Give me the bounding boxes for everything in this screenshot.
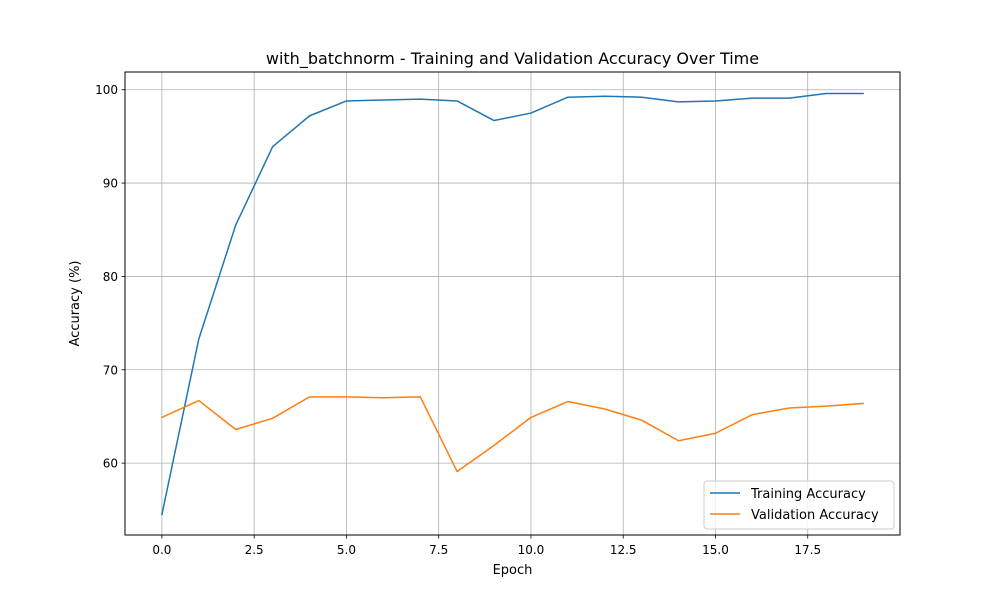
x-tick-label: 10.0 — [518, 543, 545, 557]
plot-area-frame — [124, 71, 901, 536]
series-lines — [160, 92, 864, 516]
y-tick-label: 80 — [103, 270, 118, 284]
y-tick-label: 100 — [95, 83, 118, 97]
x-tick-label: 0.0 — [152, 543, 171, 557]
x-tick-label: 17.5 — [794, 543, 821, 557]
x-axis-label: Epoch — [493, 563, 533, 578]
grid — [125, 72, 900, 535]
legend-box — [703, 480, 895, 530]
series-line-validation — [160, 396, 864, 473]
y-axis-label: Accuracy (%) — [68, 261, 83, 347]
axis-ticks: 0.0 2.5 5.0 7.5 10.0 12.5 15.0 17.5 60 70 80 90 100 — [95, 83, 821, 557]
legend-label-validation: Validation Accuracy — [751, 508, 879, 523]
y-tick-label: 70 — [103, 363, 118, 377]
x-tick-label: 7.5 — [429, 543, 448, 557]
x-tick-label: 5.0 — [337, 543, 356, 557]
x-tick-label: 15.0 — [702, 543, 729, 557]
x-tick-label: 2.5 — [245, 543, 264, 557]
series-line-training — [161, 92, 864, 516]
chart-title: with_batchnorm - Training and Validation… — [266, 49, 759, 69]
x-tick-label: 12.5 — [610, 543, 637, 557]
legend-label-training: Training Accuracy — [750, 487, 866, 502]
y-tick-label: 60 — [103, 457, 118, 471]
legend: Training Accuracy Validation Accuracy — [703, 480, 895, 530]
y-tick-label: 90 — [103, 177, 118, 191]
